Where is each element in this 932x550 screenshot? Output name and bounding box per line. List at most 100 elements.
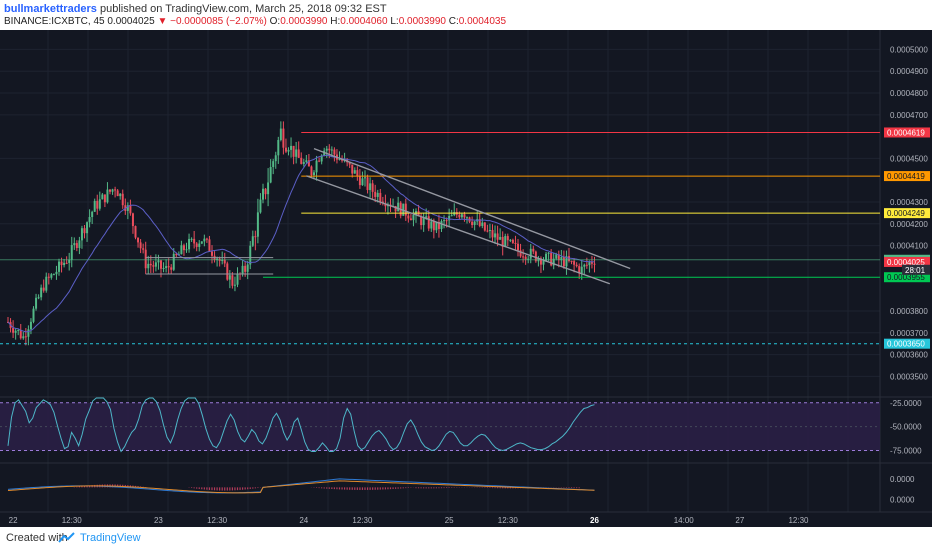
candle (19, 323, 22, 340)
level-badge (884, 256, 930, 267)
candle-body (376, 192, 379, 197)
candle (488, 223, 491, 239)
candle-body (236, 273, 239, 285)
candle-body (68, 259, 71, 263)
candle-body (404, 203, 407, 216)
high-value: 0.0004060 (340, 16, 388, 27)
candle-body (129, 205, 132, 214)
candle (570, 260, 573, 265)
candle (384, 194, 387, 212)
candle (371, 179, 374, 199)
candle-body (570, 260, 573, 262)
price-axis-label: 0.0005000 (890, 45, 928, 54)
candle-body (91, 211, 94, 217)
candle-body (488, 230, 491, 232)
candle-body (126, 205, 129, 211)
candle (259, 193, 262, 214)
candle (103, 194, 106, 208)
candle (254, 230, 257, 251)
candle (75, 240, 78, 252)
candle (351, 164, 354, 178)
candle-body (562, 256, 565, 267)
candle (226, 261, 229, 281)
candle-body (269, 167, 272, 183)
candle (119, 193, 122, 200)
candle-body (496, 233, 499, 240)
published-text: published on TradingView.com, March 25, … (100, 3, 387, 15)
candle-body (417, 211, 420, 217)
candle (249, 241, 252, 270)
candle-body (134, 226, 137, 238)
candle (361, 171, 364, 186)
candle (228, 270, 231, 289)
price-chart[interactable]: 0.0005000 0.0004900 0.0004800 0.0004700 0.00… (0, 30, 932, 527)
candle-body (437, 221, 440, 229)
author-link[interactable]: bullmarkettraders (4, 3, 97, 15)
candle-body (565, 256, 568, 267)
symbol-name: BINANCE:ICXBTC, 45 (4, 16, 105, 27)
price-axis-label: 0.0004500 (890, 154, 928, 163)
candle (557, 250, 560, 268)
candle (236, 267, 239, 288)
candle (262, 183, 264, 204)
candle-body (42, 287, 45, 291)
rsi-axis-label: -75.0000 (890, 447, 922, 456)
candle (448, 208, 451, 227)
candle-body (527, 258, 530, 260)
candle (170, 264, 173, 274)
candle-body (511, 239, 514, 243)
level-badge-label: 0.0004419 (887, 172, 925, 181)
price-axis-label: 0.0003500 (890, 372, 928, 381)
chart-area[interactable]: 0.0005000 0.0004900 0.0004800 0.0004700 0.00… (0, 30, 932, 527)
candle (22, 332, 25, 340)
candle-body (170, 267, 173, 270)
candle (356, 166, 359, 181)
candle (124, 198, 127, 215)
candle-body (552, 258, 555, 266)
candle (58, 258, 60, 276)
candle-body (22, 336, 25, 339)
candle-body (29, 321, 32, 330)
candle (193, 230, 196, 249)
rsi-line (7, 397, 595, 453)
candle (42, 279, 45, 293)
candle (27, 325, 30, 346)
candle (511, 238, 514, 244)
macd-axis-label: 0.0000 (890, 495, 915, 504)
candle (239, 272, 242, 280)
candle-body (588, 262, 591, 266)
candle (91, 210, 94, 225)
candle-body (369, 183, 372, 191)
level-badge-label: 0.0004249 (887, 209, 925, 218)
candle (282, 121, 285, 155)
candle (473, 220, 476, 231)
level-badge (884, 272, 930, 283)
candle (494, 225, 497, 244)
candle-body (494, 233, 497, 238)
candle-body (371, 183, 374, 192)
candle (256, 198, 259, 244)
candle-body (287, 149, 290, 152)
candle (560, 249, 563, 267)
candle-body (262, 188, 264, 200)
candle-body (420, 216, 423, 226)
candle-body (481, 222, 484, 226)
candle-body (555, 254, 558, 259)
tradingview-brand[interactable]: TradingView (80, 532, 141, 544)
candle-body (203, 238, 206, 242)
tradingview-logo-icon (58, 532, 75, 543)
candle (160, 259, 162, 278)
candle-body (65, 262, 68, 264)
candle (295, 141, 298, 164)
candle (542, 257, 545, 271)
candle-body (75, 243, 78, 248)
candle-body (63, 262, 66, 266)
candle (40, 284, 43, 301)
candle (491, 224, 494, 243)
candle-body (193, 238, 196, 244)
candle-body (307, 160, 310, 167)
candle-body (200, 241, 203, 244)
candle-body (45, 276, 48, 291)
candle (55, 265, 58, 280)
candle (24, 328, 27, 346)
